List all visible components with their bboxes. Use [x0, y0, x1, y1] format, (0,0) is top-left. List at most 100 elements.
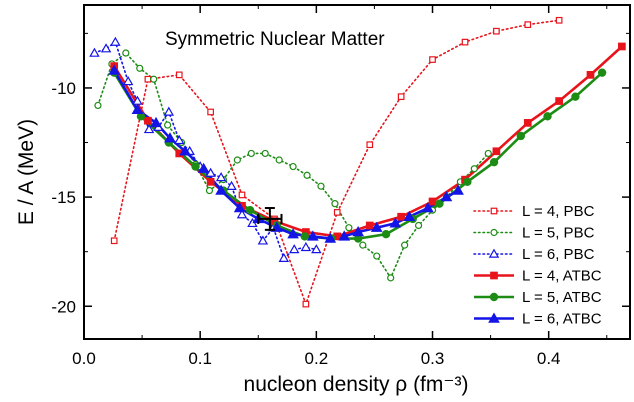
data-point — [397, 93, 405, 101]
data-point — [461, 38, 469, 46]
data-point — [215, 184, 227, 195]
legend-label: L = 5, ATBC — [522, 289, 602, 306]
data-point — [463, 177, 472, 187]
data-point — [236, 209, 248, 219]
data-point — [338, 230, 351, 241]
data-point — [516, 131, 526, 141]
data-point — [484, 149, 492, 158]
data-point — [205, 186, 214, 195]
data-point — [317, 182, 325, 190]
x-tick-label: 0.0 — [72, 349, 96, 368]
data-point — [164, 132, 176, 143]
data-point — [289, 162, 297, 171]
data-point — [470, 165, 478, 173]
data-point — [100, 43, 112, 53]
legend-marker — [490, 207, 498, 215]
data-point — [136, 64, 144, 72]
x-tick-label: 0.4 — [537, 349, 561, 368]
data-point — [257, 235, 269, 245]
x-axis-title: nucleon density ρ (fm⁻³) — [244, 373, 469, 396]
data-point — [492, 147, 501, 156]
data-point — [331, 200, 339, 208]
data-point — [238, 191, 246, 199]
data-point — [571, 92, 580, 101]
y-tick-label: -20 — [51, 297, 76, 316]
data-point — [300, 241, 312, 252]
data-point — [122, 49, 130, 57]
chart-title: Symmetric Nuclear Matter — [165, 29, 385, 50]
y-axis-title: E / A (MeV) — [15, 119, 38, 225]
legend-marker — [490, 228, 498, 237]
data-point — [345, 224, 353, 232]
data-point — [523, 119, 532, 127]
data-point — [324, 232, 337, 243]
data-point — [226, 180, 237, 190]
data-point — [174, 134, 185, 145]
data-point — [122, 75, 134, 86]
data-point — [352, 226, 364, 237]
data-point — [401, 241, 409, 249]
data-point — [131, 103, 144, 114]
data-point — [94, 101, 102, 110]
data-point — [524, 21, 532, 28]
y-tick-label: -10 — [51, 79, 76, 98]
data-point — [397, 212, 405, 221]
y-tick-label: -15 — [51, 188, 76, 207]
data-point — [452, 184, 464, 195]
data-point — [110, 36, 121, 46]
data-point — [289, 244, 300, 254]
data-point — [493, 27, 500, 35]
data-point — [179, 145, 191, 156]
data-point — [403, 210, 416, 221]
data-point — [164, 121, 172, 129]
data-point — [275, 156, 283, 164]
data-point — [144, 75, 152, 83]
legend-marker — [488, 312, 500, 323]
data-point — [555, 97, 563, 105]
markers-group — [89, 16, 626, 308]
data-point — [233, 156, 241, 164]
data-point — [150, 116, 162, 128]
axis-ticks: 0.0 0.1 0.2 0.3 0.4 -10 -15 -20 — [51, 5, 630, 368]
data-point — [215, 172, 227, 182]
data-point — [373, 252, 381, 260]
data-point — [597, 68, 607, 77]
data-point — [191, 162, 200, 171]
plot-frame — [83, 4, 631, 340]
data-point — [245, 206, 255, 215]
data-point — [163, 106, 175, 116]
data-point — [89, 47, 100, 57]
data-point — [435, 199, 444, 208]
data-point — [150, 75, 158, 83]
data-point — [175, 71, 183, 79]
legend-marker — [489, 292, 499, 302]
data-point — [618, 42, 626, 51]
data-point — [302, 300, 310, 308]
data-point — [440, 191, 453, 202]
data-point — [555, 16, 563, 24]
legend: L = 4, PBC L = 5, PBC L = 6, PBC L = 4, ATB… — [473, 203, 602, 328]
data-point — [311, 244, 322, 254]
data-point — [261, 149, 269, 158]
data-point — [414, 221, 423, 230]
data-point — [489, 157, 499, 167]
series-line — [93, 40, 318, 260]
data-point — [359, 241, 367, 249]
data-point — [422, 202, 434, 213]
data-point — [233, 202, 246, 213]
data-point — [381, 230, 391, 239]
data-point — [387, 274, 395, 282]
legend-label: L = 4, ATBC — [522, 268, 602, 285]
data-point — [429, 56, 436, 63]
data-point — [207, 108, 214, 116]
x-tick-label: 0.2 — [305, 349, 329, 368]
data-point — [543, 112, 552, 121]
data-point — [144, 116, 152, 125]
data-point — [108, 64, 121, 75]
data-point — [365, 221, 374, 230]
legend-label: L = 5, PBC — [522, 225, 595, 242]
x-tick-label: 0.1 — [188, 349, 212, 368]
data-point — [586, 71, 595, 79]
data-point — [333, 209, 341, 216]
